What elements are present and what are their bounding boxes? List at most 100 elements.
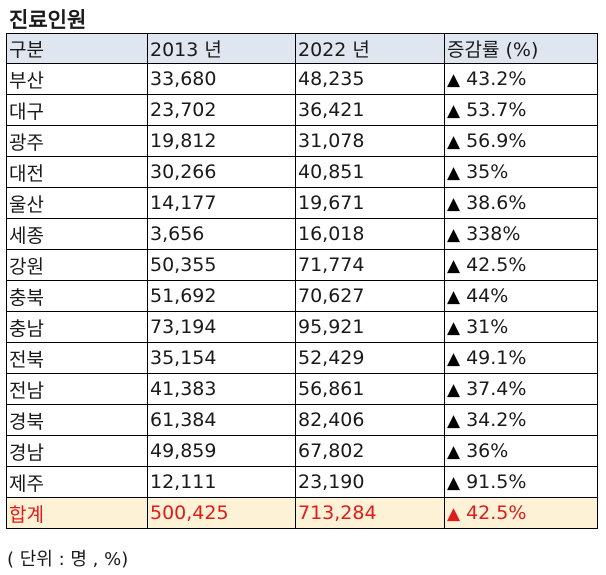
table-row: 부산 33,680 48,235 ▲ 43.2%	[6, 63, 598, 95]
region-cell: 전남	[6, 373, 148, 405]
value-2013-cell: 35,154	[147, 342, 296, 374]
change-cell: ▲ 49.1%	[444, 342, 598, 374]
value-2022-cell: 23,190	[295, 466, 445, 498]
page-title: 진료인원	[9, 8, 87, 32]
value-2022-cell: 56,861	[295, 373, 445, 405]
up-triangle-icon: ▲	[447, 349, 461, 369]
change-value: 53.7%	[466, 99, 527, 121]
change-value: 43.2%	[466, 68, 527, 90]
up-triangle-icon: ▲	[447, 318, 461, 338]
region-cell: 제주	[6, 466, 148, 498]
value-2022-cell: 67,802	[295, 435, 445, 467]
value-2013-cell: 19,812	[147, 125, 296, 157]
change-value: 42.5%	[466, 254, 527, 276]
value-2013-cell: 33,680	[147, 63, 296, 95]
change-value: 44%	[466, 285, 509, 307]
change-cell: ▲ 35%	[444, 156, 598, 188]
total-row: 합계 500,425 713,284 ▲ 42.5%	[6, 497, 598, 529]
region-cell: 충북	[6, 280, 148, 312]
region-cell: 강원	[6, 249, 148, 281]
value-2022-cell: 40,851	[295, 156, 445, 188]
table-row: 울산 14,177 19,671 ▲ 38.6%	[6, 187, 598, 219]
table-body: 부산 33,680 48,235 ▲ 43.2% 대구 23,702 36,421 ▲ 53.7%…	[6, 63, 598, 529]
table-row: 전북 35,154 52,429 ▲ 49.1%	[6, 342, 598, 374]
change-cell: ▲ 36%	[444, 435, 598, 467]
change-cell: ▲ 56.9%	[444, 125, 598, 157]
up-triangle-icon: ▲	[447, 256, 461, 276]
value-2022-cell: 82,406	[295, 404, 445, 436]
up-triangle-icon: ▲	[447, 132, 461, 152]
table-row: 대전 30,266 40,851 ▲ 35%	[6, 156, 598, 188]
value-2022-cell: 19,671	[295, 187, 445, 219]
value-2013-cell: 30,266	[147, 156, 296, 188]
change-cell: ▲ 37.4%	[444, 373, 598, 405]
value-2022-cell: 31,078	[295, 125, 445, 157]
region-cell: 부산	[6, 63, 148, 95]
change-value: 35%	[466, 161, 509, 183]
change-cell: ▲ 34.2%	[444, 404, 598, 436]
value-2013-cell: 23,702	[147, 94, 296, 126]
value-2013-cell: 500,425	[147, 497, 296, 529]
table-row: 강원 50,355 71,774 ▲ 42.5%	[6, 249, 598, 281]
value-2013-cell: 73,194	[147, 311, 296, 343]
header-change: 증감률 (%)	[444, 33, 598, 64]
header-2013: 2013 년	[147, 33, 296, 64]
up-triangle-icon: ▲	[447, 70, 461, 90]
value-2022-cell: 52,429	[295, 342, 445, 374]
patients-table: 구분 2013 년 2022 년 증감률 (%) 부산 33,680 48,235 ▲…	[6, 33, 598, 529]
table-row: 전남 41,383 56,861 ▲ 37.4%	[6, 373, 598, 405]
value-2022-cell: 71,774	[295, 249, 445, 281]
change-cell: ▲ 43.2%	[444, 63, 598, 95]
change-value: 42.5%	[466, 502, 527, 524]
up-triangle-icon: ▲	[447, 442, 461, 462]
value-2022-cell: 70,627	[295, 280, 445, 312]
change-value: 34.2%	[466, 409, 527, 431]
header-2022: 2022 년	[295, 33, 445, 64]
change-cell: ▲ 42.5%	[444, 497, 598, 529]
region-cell: 경북	[6, 404, 148, 436]
table-row: 대구 23,702 36,421 ▲ 53.7%	[6, 94, 598, 126]
up-triangle-icon: ▲	[447, 225, 461, 245]
value-2022-cell: 95,921	[295, 311, 445, 343]
value-2013-cell: 51,692	[147, 280, 296, 312]
change-value: 36%	[466, 440, 509, 462]
region-cell: 경남	[6, 435, 148, 467]
up-triangle-icon: ▲	[447, 504, 461, 524]
change-cell: ▲ 31%	[444, 311, 598, 343]
region-cell: 광주	[6, 125, 148, 157]
table-row: 제주 12,111 23,190 ▲ 91.5%	[6, 466, 598, 498]
region-cell: 합계	[6, 497, 148, 529]
up-triangle-icon: ▲	[447, 287, 461, 307]
value-2013-cell: 12,111	[147, 466, 296, 498]
region-cell: 울산	[6, 187, 148, 219]
value-2013-cell: 41,383	[147, 373, 296, 405]
up-triangle-icon: ▲	[447, 411, 461, 431]
change-cell: ▲ 53.7%	[444, 94, 598, 126]
value-2013-cell: 14,177	[147, 187, 296, 219]
table-row: 경남 49,859 67,802 ▲ 36%	[6, 435, 598, 467]
up-triangle-icon: ▲	[447, 101, 461, 121]
change-cell: ▲ 44%	[444, 280, 598, 312]
table-row: 세종 3,656 16,018 ▲ 338%	[6, 218, 598, 250]
change-cell: ▲ 42.5%	[444, 249, 598, 281]
change-value: 338%	[466, 223, 521, 245]
table-row: 충남 73,194 95,921 ▲ 31%	[6, 311, 598, 343]
region-cell: 전북	[6, 342, 148, 374]
header-row: 구분 2013 년 2022 년 증감률 (%)	[6, 33, 598, 64]
change-value: 91.5%	[466, 471, 527, 493]
table-row: 충북 51,692 70,627 ▲ 44%	[6, 280, 598, 312]
header-region: 구분	[6, 33, 148, 64]
value-2013-cell: 50,355	[147, 249, 296, 281]
change-cell: ▲ 38.6%	[444, 187, 598, 219]
value-2022-cell: 16,018	[295, 218, 445, 250]
value-2013-cell: 49,859	[147, 435, 296, 467]
change-cell: ▲ 91.5%	[444, 466, 598, 498]
region-cell: 세종	[6, 218, 148, 250]
up-triangle-icon: ▲	[447, 163, 461, 183]
up-triangle-icon: ▲	[447, 473, 461, 493]
value-2022-cell: 36,421	[295, 94, 445, 126]
region-cell: 대구	[6, 94, 148, 126]
up-triangle-icon: ▲	[447, 380, 461, 400]
table-row: 광주 19,812 31,078 ▲ 56.9%	[6, 125, 598, 157]
value-2022-cell: 48,235	[295, 63, 445, 95]
